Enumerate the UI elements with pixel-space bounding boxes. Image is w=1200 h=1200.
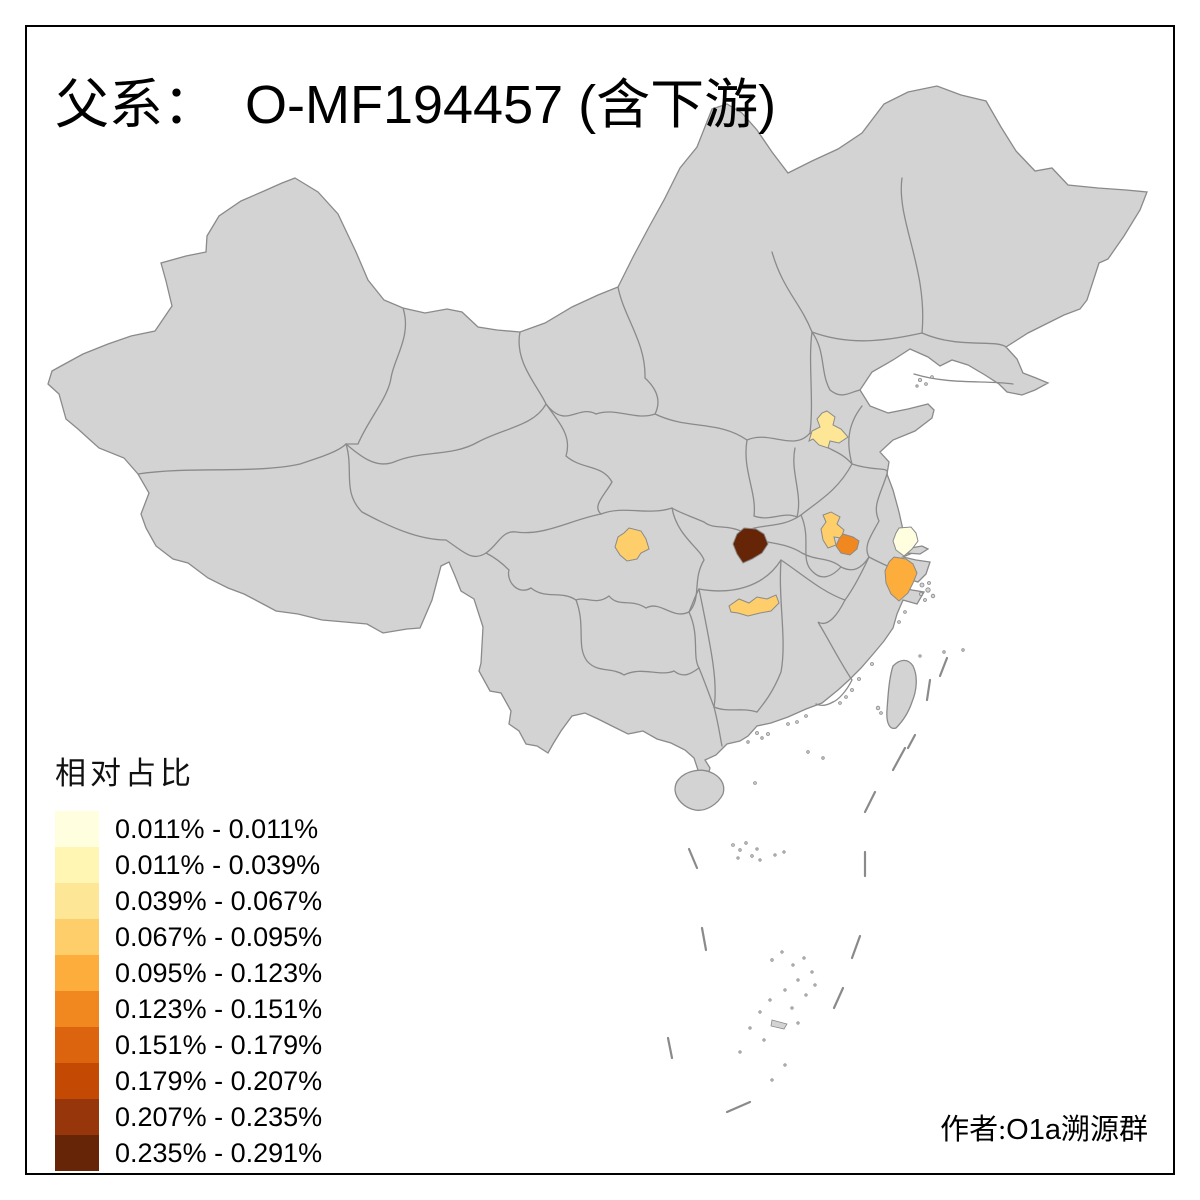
nine-dash-line (666, 656, 949, 1114)
region-chengdu-area (614, 527, 650, 562)
legend-swatch (55, 1099, 99, 1135)
mainland-landmass (47, 85, 1148, 811)
legend-swatch (55, 955, 99, 991)
legend-row: 0.235% - 0.291% (55, 1135, 322, 1171)
legend-title: 相对占比 (55, 756, 195, 791)
region-nantong-area (892, 526, 919, 557)
legend-swatch (55, 847, 99, 883)
credit-suffix: 溯源群 (1060, 1114, 1148, 1146)
legend-row: 0.151% - 0.179% (55, 1027, 322, 1063)
legend-swatch (55, 811, 99, 847)
legend-swatch (55, 991, 99, 1027)
small-islands (731, 375, 965, 1082)
legend-label: 0.151% - 0.179% (115, 1029, 323, 1060)
map-legend: 相对占比 0.011% - 0.011% 0.011% - 0.039% 0.039… (55, 748, 322, 1171)
legend-label: 0.123% - 0.151% (115, 993, 323, 1024)
legend-swatch (55, 1135, 99, 1171)
legend-row: 0.207% - 0.235% (55, 1099, 322, 1135)
legend-label: 0.067% - 0.095% (115, 921, 323, 952)
legend-swatch (55, 883, 99, 919)
legend-label: 0.095% - 0.123% (115, 957, 323, 988)
taiwan-island (886, 659, 917, 730)
legend-swatch (55, 1027, 99, 1063)
legend-row: 0.123% - 0.151% (55, 991, 322, 1027)
credit-latin: O1a (1006, 1114, 1061, 1146)
province-borders (137, 177, 1014, 747)
highlighted-regions (614, 410, 919, 617)
legend-label: 0.039% - 0.067% (115, 885, 323, 916)
legend-row: 0.011% - 0.039% (55, 847, 322, 883)
legend-row: 0.095% - 0.123% (55, 955, 322, 991)
legend-label: 0.207% - 0.235% (115, 1101, 323, 1132)
mainland-outline (47, 85, 1148, 784)
legend-row: 0.067% - 0.095% (55, 919, 322, 955)
legend-row: 0.011% - 0.011% (55, 811, 322, 847)
legend-swatch (55, 919, 99, 955)
credit-prefix: 作者: (940, 1114, 1007, 1146)
legend-row: 0.039% - 0.067% (55, 883, 322, 919)
author-credit: 作者:O1a溯源群 (940, 1106, 1148, 1148)
legend-swatch (55, 1063, 99, 1099)
title-prefix: 父系： (55, 75, 217, 135)
page-title: 父系： O-MF194457 (含下游) (55, 60, 776, 139)
title-haplogroup-code: O-MF194457 (含下游) (245, 75, 777, 135)
region-west-shandong (808, 410, 849, 449)
region-central-anhui (835, 533, 860, 556)
region-central-hubei (732, 527, 769, 564)
legend-rows: 0.011% - 0.011% 0.011% - 0.039% 0.039% - 0… (55, 811, 322, 1171)
region-north-hunan (728, 594, 780, 617)
legend-label: 0.235% - 0.291% (115, 1137, 323, 1168)
region-south-yangtze-delta (884, 556, 918, 602)
legend-row: 0.179% - 0.207% (55, 1063, 322, 1099)
figure-frame (25, 25, 1175, 1175)
legend-label: 0.011% - 0.039% (115, 849, 321, 880)
legend-label: 0.179% - 0.207% (115, 1065, 323, 1096)
legend-label: 0.011% - 0.011% (115, 813, 319, 844)
hainan-island (674, 769, 725, 811)
